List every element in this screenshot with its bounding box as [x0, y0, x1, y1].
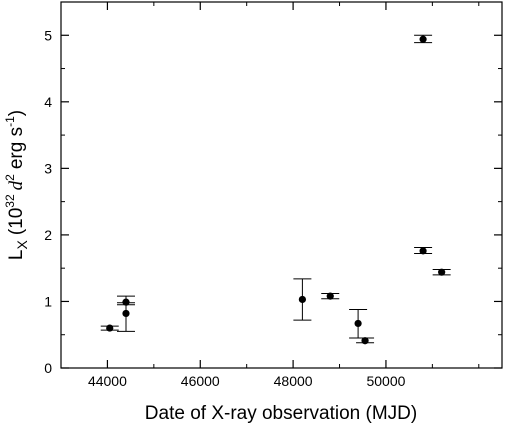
data-point-group [414, 34, 433, 44]
data-point [361, 337, 369, 345]
plot-frame [60, 1, 503, 369]
x-tick-label: 48000 [274, 373, 313, 389]
y-tick-label: 3 [44, 160, 52, 176]
data-point-group [100, 324, 119, 332]
data-point-group [293, 278, 312, 321]
x-tick-label: 50000 [366, 373, 405, 389]
data-point [419, 35, 427, 43]
data-point-group [321, 292, 340, 300]
data-point-group [116, 302, 135, 332]
data-point [438, 268, 446, 276]
y-tick-label: 2 [44, 227, 52, 243]
y-axis-title: LX(1032d2erg s-1) [3, 110, 30, 260]
data-point [326, 292, 334, 300]
data-points [100, 34, 451, 345]
data-point [298, 295, 306, 304]
data-point [419, 247, 427, 255]
x-axis-title: Date of X-ray observation (MJD) [145, 403, 417, 424]
data-point-group [414, 247, 433, 255]
data-point [122, 298, 130, 306]
y-tick-label: 4 [44, 94, 52, 110]
x-tick-label: 46000 [181, 373, 220, 389]
data-point-group [116, 295, 135, 306]
axis-ticks: 44000 46000 48000 50000 0 1 2 3 4 5 [44, 1, 502, 389]
data-point [122, 309, 130, 318]
data-point [106, 324, 114, 332]
data-point-group [356, 337, 375, 345]
data-point-group [432, 268, 451, 276]
data-point-group [349, 308, 368, 339]
y-tick-label: 1 [44, 293, 52, 309]
y-tick-label: 0 [44, 360, 52, 376]
x-tick-label: 44000 [88, 373, 127, 389]
data-point [354, 319, 362, 328]
y-tick-label: 5 [44, 27, 52, 43]
